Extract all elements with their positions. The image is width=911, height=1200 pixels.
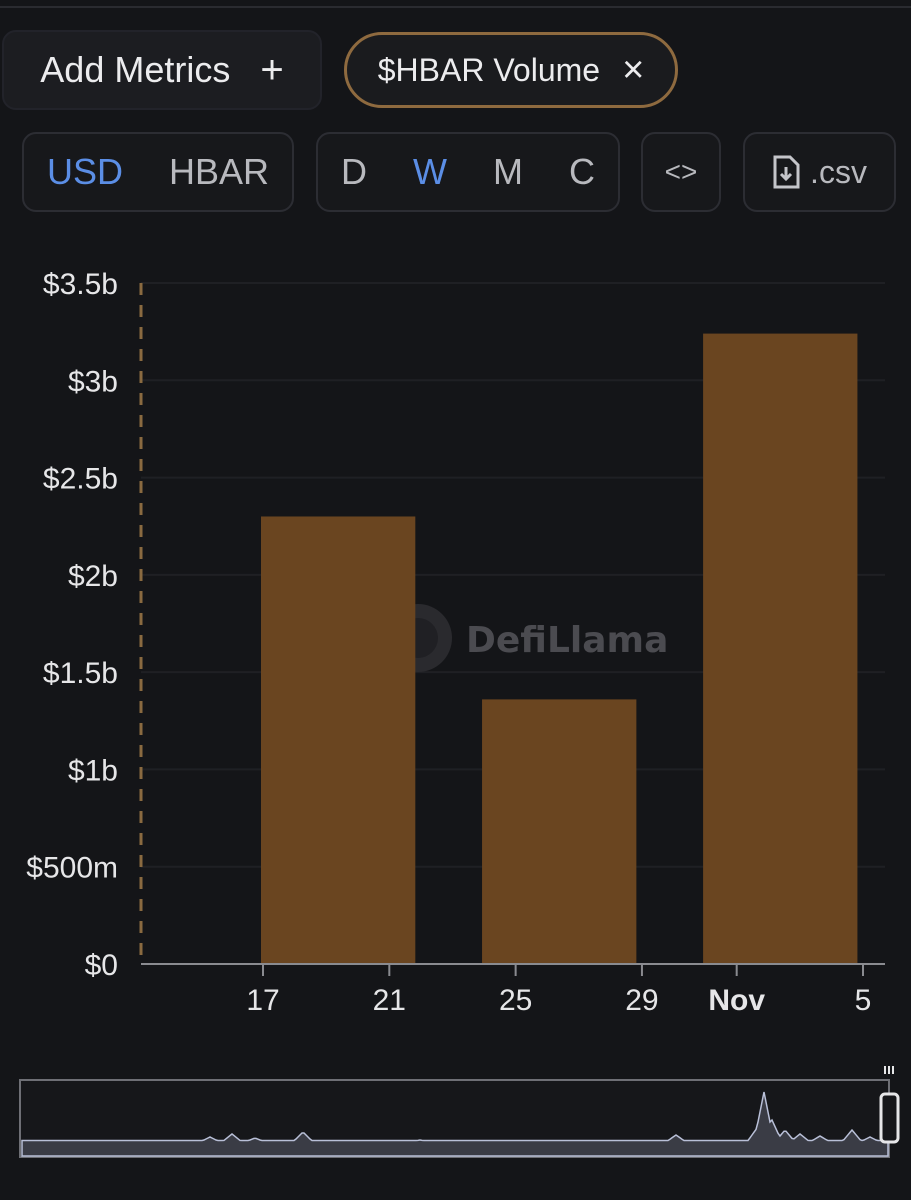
brush-handle-right[interactable] <box>879 1092 900 1144</box>
csv-download-button[interactable]: .csv <box>743 132 896 212</box>
add-metrics-button[interactable]: Add Metrics + <box>2 30 322 110</box>
plus-icon: + <box>260 47 284 92</box>
csv-label: .csv <box>810 153 867 190</box>
x-tick-label: 5 <box>855 984 872 1017</box>
file-download-icon <box>773 155 800 189</box>
y-tick-label: $2b <box>68 560 118 593</box>
bars <box>261 333 858 964</box>
watermark-text: DefiLlama <box>466 620 668 661</box>
y-tick-label: $1.5b <box>43 657 118 690</box>
y-tick-label: $3b <box>68 365 118 398</box>
y-tick-labels: $0 $500m $1b $1.5b $2b $2.5b $3b $3.5b <box>26 268 118 982</box>
currency-option-usd[interactable]: USD <box>46 151 123 192</box>
period-toggle: D W M C <box>316 132 620 212</box>
y-tick-label: $1b <box>68 754 118 787</box>
y-tick-label: $500m <box>26 852 118 885</box>
x-tick-label: 17 <box>246 984 279 1017</box>
y-tick-label: $2.5b <box>43 463 118 496</box>
volume-bar[interactable] <box>261 516 416 964</box>
currency-toggle: USD HBAR <box>22 132 294 212</box>
y-tick-label: $3.5b <box>43 268 118 301</box>
x-tick-labels: 17 21 25 29 Nov 5 <box>246 964 871 1017</box>
volume-bar[interactable] <box>703 333 858 964</box>
overview-sparkline <box>21 1091 889 1157</box>
embed-button[interactable]: <> <box>641 132 721 212</box>
range-brush[interactable] <box>19 1066 900 1158</box>
metric-chip-label: $HBAR Volume <box>377 51 601 88</box>
add-metrics-label: Add Metrics <box>40 49 231 90</box>
metric-chip-hbar-volume[interactable]: $HBAR Volume × <box>344 32 678 108</box>
x-tick-label: Nov <box>708 984 765 1017</box>
period-option-m[interactable]: M <box>492 151 523 192</box>
drag-grip-icon <box>884 1066 894 1074</box>
x-tick-label: 21 <box>373 984 406 1017</box>
period-option-c[interactable]: C <box>568 151 595 192</box>
volume-bar[interactable] <box>482 699 637 964</box>
x-tick-label: 29 <box>625 984 658 1017</box>
watermark: DefiLlama <box>384 604 668 672</box>
x-tick-label: 25 <box>499 984 532 1017</box>
code-icon: <> <box>664 156 698 187</box>
period-option-w[interactable]: W <box>413 151 447 192</box>
close-icon[interactable]: × <box>622 48 645 91</box>
y-tick-label: $0 <box>85 949 118 982</box>
period-option-d[interactable]: D <box>341 151 367 192</box>
currency-option-hbar[interactable]: HBAR <box>168 151 269 192</box>
top-divider <box>0 6 911 8</box>
